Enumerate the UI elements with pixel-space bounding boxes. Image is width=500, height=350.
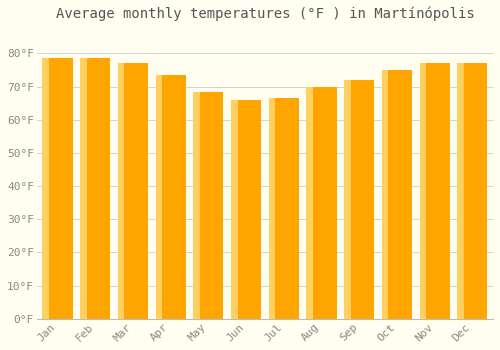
Bar bbox=[118, 63, 124, 319]
Bar bbox=[306, 86, 313, 319]
Bar bbox=[382, 70, 388, 319]
Bar bbox=[80, 58, 86, 319]
Bar bbox=[306, 86, 336, 319]
Bar bbox=[193, 91, 200, 319]
Bar bbox=[344, 80, 350, 319]
Title: Average monthly temperatures (°F ) in Martínópolis: Average monthly temperatures (°F ) in Ma… bbox=[56, 7, 474, 21]
Bar bbox=[42, 58, 72, 319]
Bar bbox=[118, 63, 148, 319]
Bar bbox=[268, 98, 299, 319]
Bar bbox=[42, 58, 49, 319]
Bar bbox=[344, 80, 374, 319]
Bar bbox=[457, 63, 488, 319]
Bar bbox=[80, 58, 110, 319]
Bar bbox=[231, 100, 237, 319]
Bar bbox=[382, 70, 412, 319]
Bar bbox=[420, 63, 426, 319]
Bar bbox=[231, 100, 261, 319]
Bar bbox=[156, 75, 162, 319]
Bar bbox=[420, 63, 450, 319]
Bar bbox=[268, 98, 276, 319]
Bar bbox=[457, 63, 464, 319]
Bar bbox=[156, 75, 186, 319]
Bar bbox=[193, 91, 224, 319]
